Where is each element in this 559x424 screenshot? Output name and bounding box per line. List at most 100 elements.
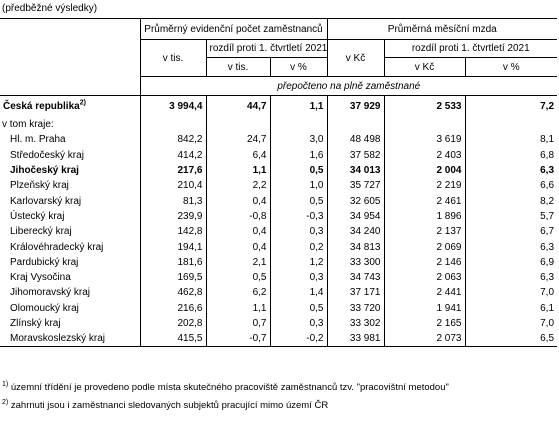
cell-wage: 35 727 [326, 178, 384, 194]
table-row: Liberecký kraj 142,8 0,4 0,3 34 240 2 137 6,7 [0, 224, 558, 240]
table-row: Středočeský kraj 414,2 6,4 1,6 37 582 2 403 6,… [0, 147, 558, 163]
cell-wage: 34 813 [326, 239, 384, 255]
cell-wage: 33 300 [326, 254, 384, 270]
cell-employees-pct: 1,0 [269, 178, 327, 194]
cell-employees-pct: -0,3 [269, 208, 327, 225]
cell-wage-pct: 6,7 [464, 224, 558, 240]
table-row: Moravskoslezský kraj 415,5 -0,7 -0,2 33 981 2… [0, 331, 558, 348]
cell-wage-diff: 1 896 [383, 208, 465, 225]
cell-wage-diff: 2 063 [383, 269, 465, 286]
row-label: Plzeňský kraj [10, 180, 69, 192]
row-label: Česká republika2) [3, 99, 86, 112]
header-recalc-note: přepočteno na plně zaměstnané [139, 76, 558, 96]
footnote-1: 1) územní třídění je provedeno podle mís… [2, 380, 449, 393]
cell-employees: 842,2 [139, 132, 206, 148]
header-group-wage: Průměrná měsíční mzda [326, 18, 558, 40]
cell-employees: 194,1 [139, 239, 206, 255]
cell-wage: 33 302 [326, 315, 384, 332]
row-label: Moravskoslezský kraj [0, 331, 140, 348]
v-tom-kraje-label: v tom kraje: [2, 119, 54, 131]
empty-cell [205, 117, 270, 133]
empty-cell [383, 117, 465, 133]
cell-wage: 33 720 [326, 300, 384, 316]
cell-employees-diff: -0,7 [205, 331, 270, 348]
table-row: Hl. m. Praha 842,2 24,7 3,0 48 498 3 619 8,1 [0, 132, 558, 148]
cell-employees-pct: 0,2 [269, 239, 327, 255]
cell-employees-pct: -0,2 [269, 331, 327, 348]
header-sub-v-tis: v tis. [205, 57, 270, 77]
cell-wage-pct: 8,2 [464, 193, 558, 209]
header-employees-diff: rozdíl proti 1. čtvrtletí 2021 [205, 39, 327, 58]
cell-employees: 81,3 [139, 193, 206, 209]
table-row: Plzeňský kraj 210,4 2,2 1,0 35 727 2 219 6,6 [0, 178, 558, 194]
cell-wage-pct: 6,3 [464, 239, 558, 255]
cell-employees-diff: 6,4 [205, 147, 270, 163]
cell-wage-diff: 3 619 [383, 132, 465, 148]
table-row: Ústecký kraj 239,9 -0,8 -0,3 34 954 1 896 5,7 [0, 208, 558, 225]
header-wage-diff: rozdíl proti 1. čtvrtletí 2021 [383, 39, 558, 58]
cell-wage-diff: 2 461 [383, 193, 465, 209]
cell-employees-diff: 44,7 [205, 95, 270, 117]
table-row: Zlínský kraj 202,8 0,7 0,3 33 302 2 165 7,0 [0, 315, 558, 332]
cell-employees-pct: 1,1 [269, 95, 327, 117]
cell-employees-diff: 2,2 [205, 178, 270, 194]
row-label: Středočeský kraj [10, 149, 84, 161]
header-sub-pct-wage: v % [464, 57, 558, 77]
cell-wage-pct: 7,0 [464, 315, 558, 332]
cell-employees-pct: 0,3 [269, 315, 327, 332]
cell-wage: 34 954 [326, 208, 384, 225]
row-label: Olomoucký kraj [10, 302, 79, 314]
cell-wage: 32 605 [326, 193, 384, 209]
cell-wage-diff: 2 441 [383, 285, 465, 301]
cell-employees-pct: 0,3 [269, 269, 327, 286]
table-row-v-tom: v tom kraje: [0, 117, 558, 133]
table-row: Královéhradecký kraj 194,1 0,4 0,2 34 813 2 0… [0, 239, 558, 255]
cell-wage: 37 929 [326, 95, 384, 117]
cell-employees-pct: 1,2 [269, 254, 327, 270]
cell-wage-pct: 6,3 [464, 269, 558, 286]
cell-employees: 217,6 [139, 162, 206, 179]
cell-wage: 34 743 [326, 269, 384, 286]
cell-wage-diff: 2 165 [383, 315, 465, 332]
cell-wage: 37 582 [326, 147, 384, 163]
table-row: Jihočeský kraj 217,6 1,1 0,5 34 013 2 004 6,3 [0, 162, 558, 179]
cell-employees-diff: 0,5 [205, 269, 270, 286]
cell-employees-diff: 1,1 [205, 162, 270, 179]
cell-employees: 142,8 [139, 224, 206, 240]
row-label: Hl. m. Praha [10, 134, 66, 146]
cell-employees-pct: 0,5 [269, 300, 327, 316]
row-label: Pardubický kraj [10, 256, 79, 268]
cell-employees-pct: 1,6 [269, 147, 327, 163]
cell-wage: 33 981 [326, 331, 384, 348]
row-label: Ústecký kraj [10, 210, 65, 222]
cell-wage: 48 498 [326, 132, 384, 148]
empty-cell [464, 117, 558, 133]
cell-employees-pct: 3,0 [269, 132, 327, 148]
cell-employees-diff: 0,4 [205, 239, 270, 255]
cell-wage: 34 240 [326, 224, 384, 240]
cell-employees: 210,4 [139, 178, 206, 194]
cell-employees-pct: 1,4 [269, 285, 327, 301]
table-note: (předběžné výsledky) [2, 3, 98, 14]
cell-wage-pct: 6,3 [464, 162, 558, 179]
row-label: Karlovarský kraj [10, 195, 82, 207]
cell-wage-pct: 6,9 [464, 254, 558, 270]
row-label: Jihomoravský kraj [10, 287, 91, 299]
table-row-country: Česká republika2) 3 994,4 44,7 1,1 37 92… [0, 95, 558, 117]
header-wage-v-kc: v Kč [326, 39, 384, 77]
header-blank-recalc [0, 76, 140, 96]
header-blank-corner [0, 18, 140, 77]
cell-wage-diff: 2 069 [383, 239, 465, 255]
cell-wage-pct: 6,1 [464, 300, 558, 316]
cell-employees-pct: 0,5 [269, 193, 327, 209]
table-row: Karlovarský kraj 81,3 0,4 0,5 32 605 2 461 8,2 [0, 193, 558, 209]
cell-wage-diff: 2 403 [383, 147, 465, 163]
regional-stats-table: Průměrný evidenční počet zaměstnanců Prů… [0, 18, 558, 348]
cell-employees-diff: 24,7 [205, 132, 270, 148]
row-label: Kraj Vysočina [10, 272, 71, 284]
cell-employees: 3 994,4 [139, 95, 206, 117]
table-row: Kraj Vysočina 169,5 0,5 0,3 34 743 2 063 6,3 [0, 269, 558, 286]
cell-wage-pct: 7,2 [464, 95, 558, 117]
cell-wage-diff: 2 137 [383, 224, 465, 240]
row-label: Jihočeský kraj [10, 165, 79, 177]
